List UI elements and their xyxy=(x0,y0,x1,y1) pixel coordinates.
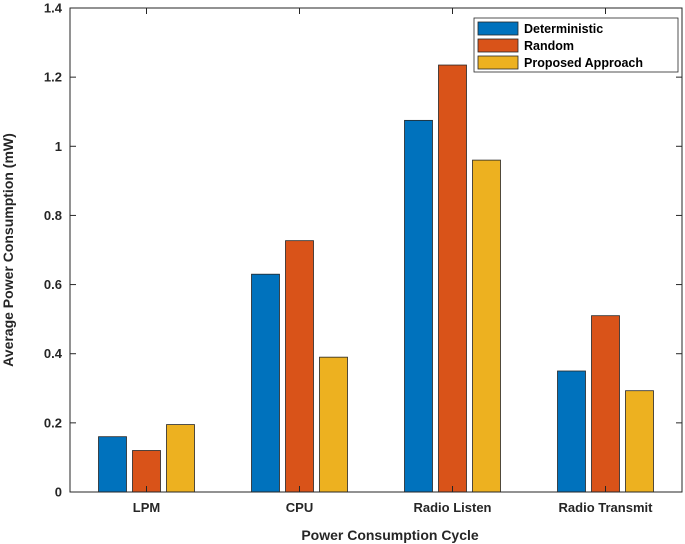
bar-deterministic-cpu xyxy=(251,273,280,493)
x-tick-label: LPM xyxy=(133,500,160,515)
x-tick-label: Radio Transmit xyxy=(559,500,654,515)
x-tick-label: Radio Listen xyxy=(413,500,491,515)
legend-label: Proposed Approach xyxy=(524,56,643,70)
y-tick-label: 0.2 xyxy=(44,415,62,430)
bar-proposed-approach-radio-transmit xyxy=(625,390,654,493)
plot-frame xyxy=(69,7,683,493)
plot-area xyxy=(70,8,682,492)
y-tick-label: 0 xyxy=(55,485,62,500)
x-axis-label: Power Consumption Cycle xyxy=(301,527,479,543)
legend-label: Random xyxy=(524,39,574,53)
x-tick-label: CPU xyxy=(286,500,313,515)
legend-swatch xyxy=(477,55,519,70)
legend-label: Deterministic xyxy=(524,22,603,36)
bar-proposed-approach-lpm xyxy=(166,424,195,493)
bar-random-cpu xyxy=(285,240,314,493)
x-axis-ticks: LPM CPU Radio Listen Radio Transmit xyxy=(133,8,653,515)
y-tick-label: 1 xyxy=(55,139,62,154)
y-tick-label: 1.4 xyxy=(44,1,63,16)
y-tick-label: 0.8 xyxy=(44,208,62,223)
y-tick-label: 1.2 xyxy=(44,70,62,85)
bars-group xyxy=(98,64,654,493)
bar-proposed-approach-cpu xyxy=(319,356,348,493)
bar-random-lpm xyxy=(132,450,161,493)
bar-deterministic-radio-transmit xyxy=(557,370,586,493)
bar-deterministic-lpm xyxy=(98,436,127,493)
y-axis-label: Average Power Consumption (mW) xyxy=(0,133,16,367)
y-axis-ticks: 0 0.2 0.4 0.6 0.8 1 1.2 1.4 xyxy=(44,1,682,500)
legend-swatch xyxy=(477,21,519,36)
legend-swatch xyxy=(477,38,519,53)
y-tick-label: 0.6 xyxy=(44,277,62,292)
legend: Deterministic Random Proposed Approach xyxy=(473,17,679,73)
bar-random-radio-transmit xyxy=(591,315,620,493)
y-tick-label: 0.4 xyxy=(44,346,63,361)
bar-deterministic-radio-listen xyxy=(404,119,433,493)
bar-proposed-approach-radio-listen xyxy=(472,159,501,493)
bar-random-radio-listen xyxy=(438,64,467,493)
